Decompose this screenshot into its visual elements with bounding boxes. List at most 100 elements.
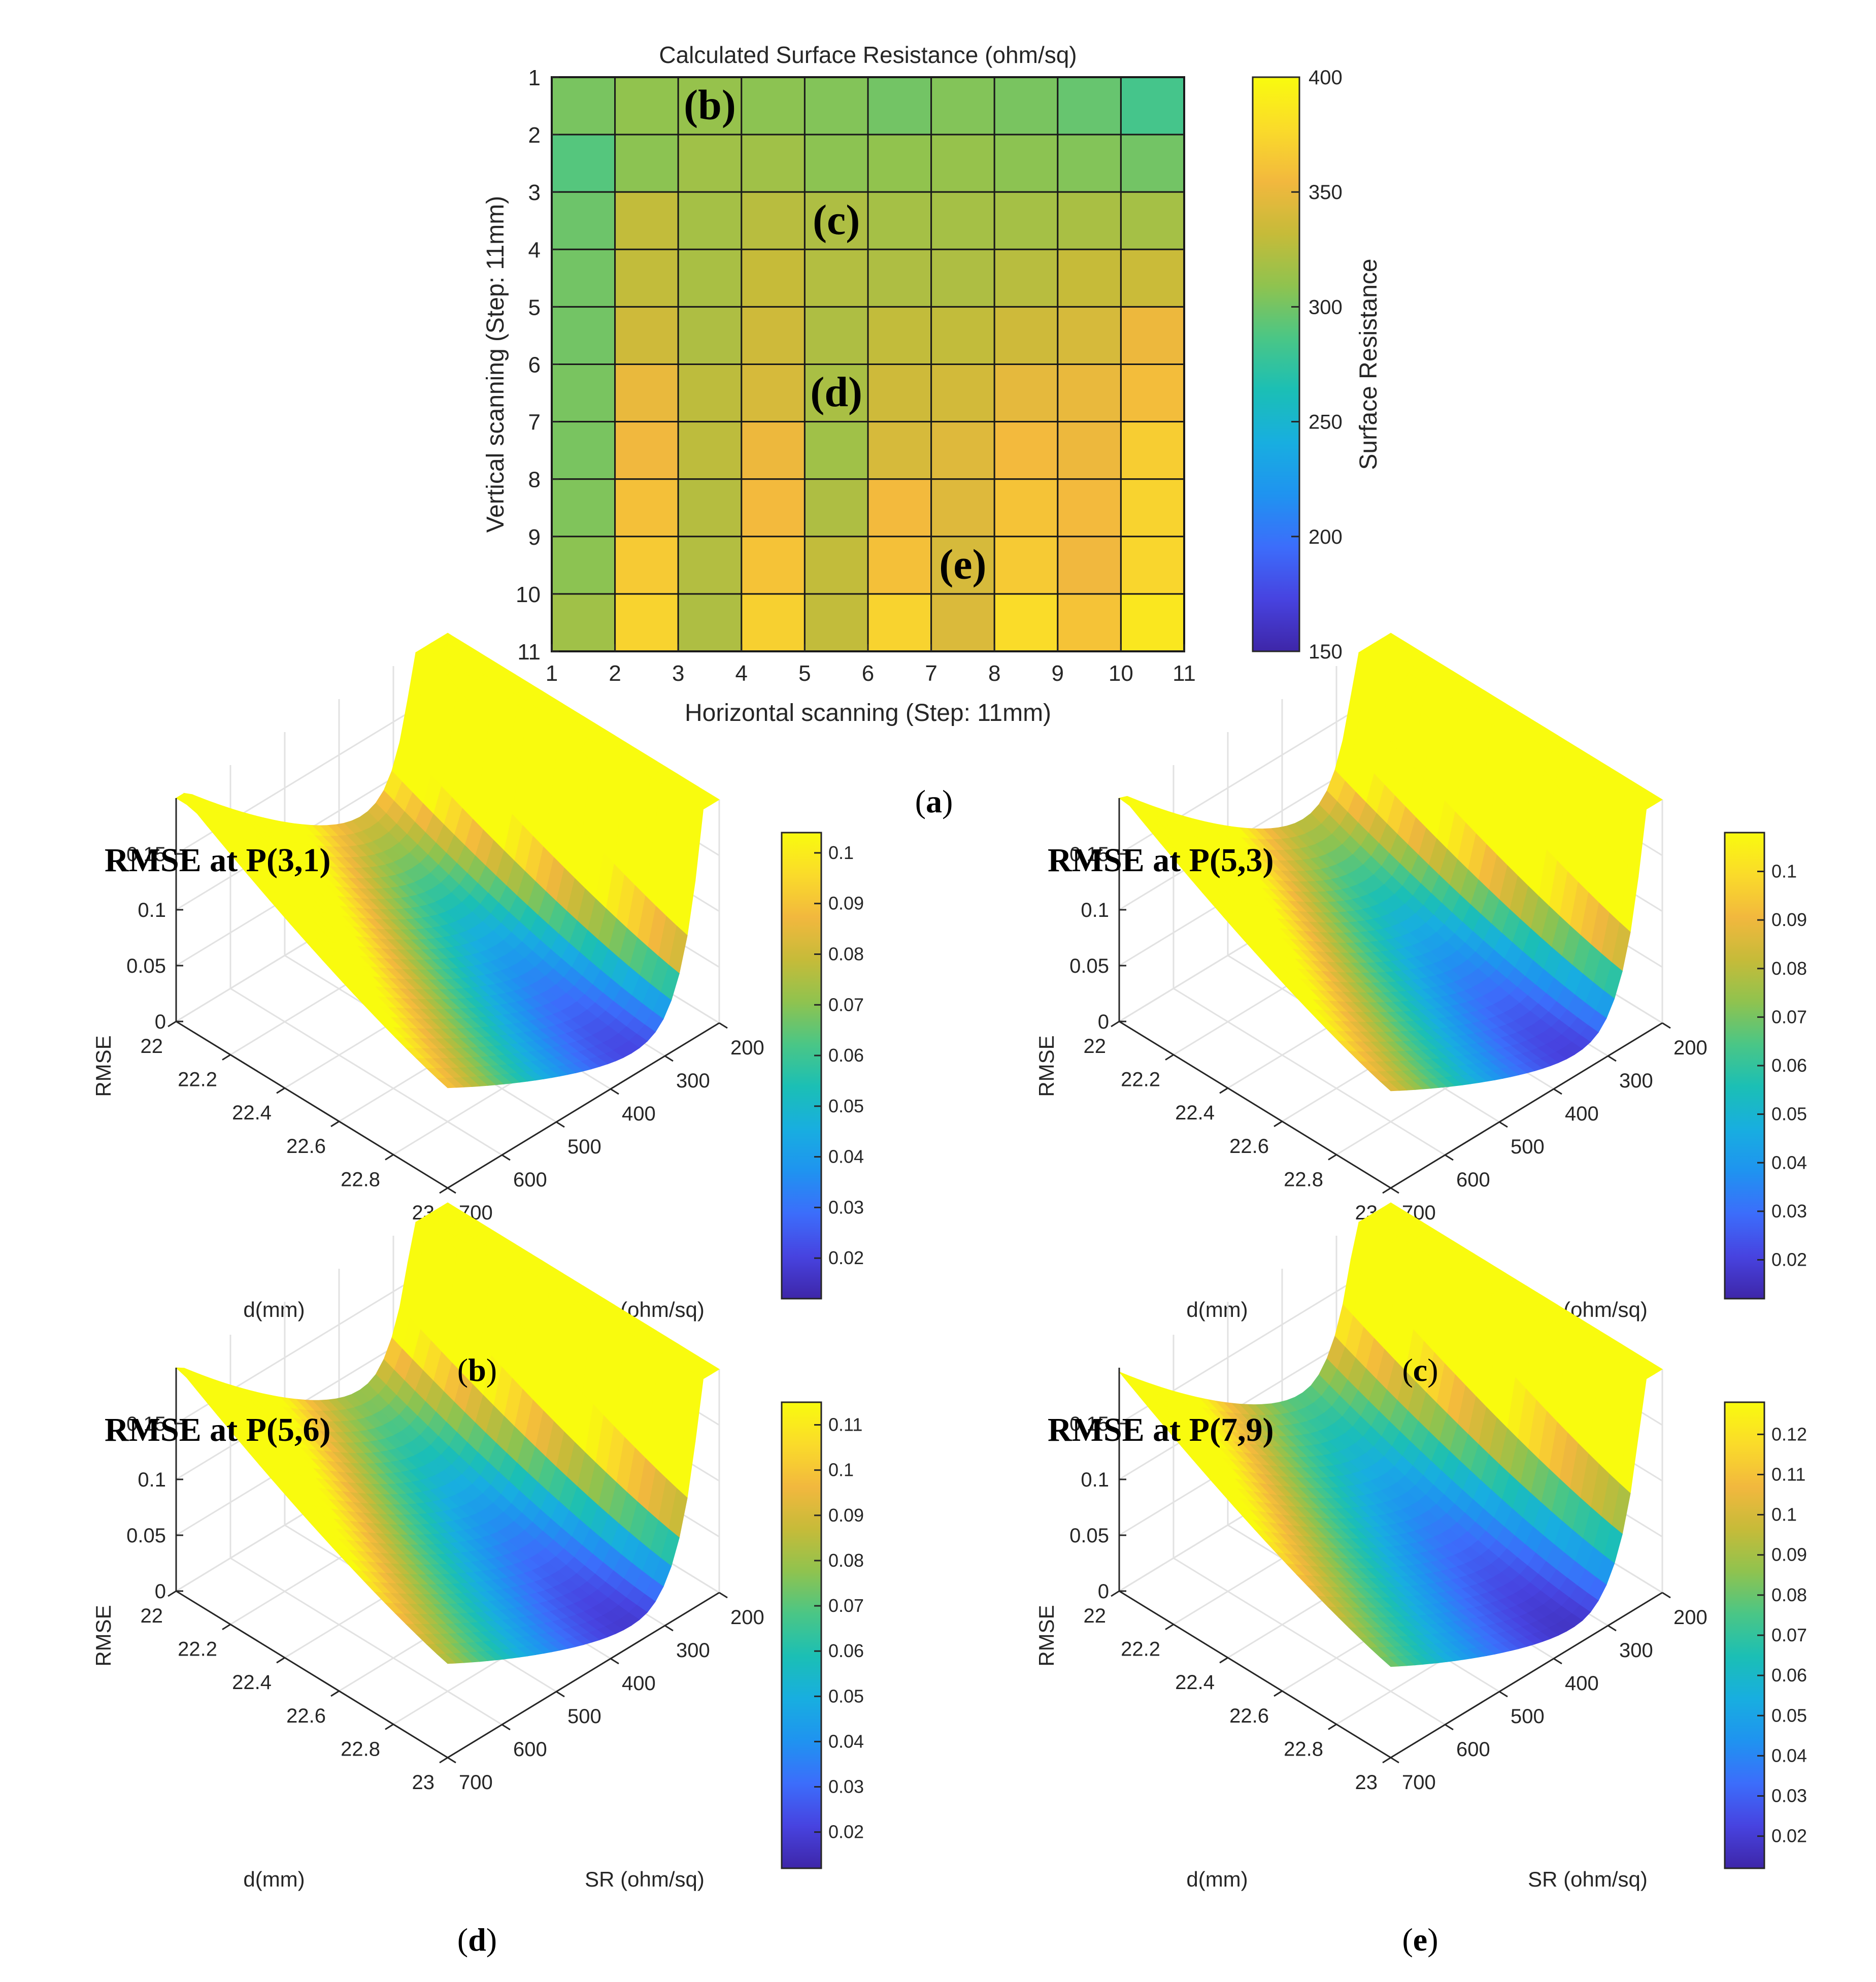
x-tick-label: 400 — [1565, 1103, 1599, 1125]
colorbar-tick-label: 0.11 — [1771, 1464, 1805, 1484]
panel-caption-c: (c) — [1402, 1352, 1438, 1388]
heatmap-cell — [677, 421, 743, 480]
colorbar-tick-label: 0.03 — [828, 1197, 864, 1217]
annotation-label: (e) — [939, 541, 986, 588]
caption-paren: ) — [1427, 1922, 1438, 1958]
x-tick-label: 600 — [1456, 1738, 1490, 1761]
y-tick-mark — [1165, 1624, 1174, 1630]
y-tick-label: 23 — [1355, 1771, 1378, 1794]
heatmap-cell — [551, 191, 616, 250]
heatmap-cell — [803, 536, 869, 595]
heatmap-cell — [1057, 134, 1122, 193]
y-tick-label: 6 — [528, 353, 541, 378]
x-tick-label: 600 — [1456, 1169, 1490, 1191]
x-tick-label: 600 — [513, 1169, 547, 1191]
x-tick-mark — [1553, 1658, 1562, 1665]
y-tick-mark — [385, 1724, 394, 1730]
x-tick-label: 4 — [735, 661, 748, 686]
y-tick-mark — [1382, 1757, 1391, 1764]
surface-patch — [1380, 1081, 1399, 1092]
colorbar-tick-label: 0.05 — [1771, 1705, 1807, 1726]
y-tick-mark — [1165, 1054, 1174, 1061]
heatmap-cell — [867, 248, 932, 308]
colorbar-tick-label: 0.04 — [828, 1731, 864, 1752]
heatmap-cell — [867, 134, 932, 193]
y-tick-mark — [276, 1087, 285, 1094]
heatmap-cell — [993, 76, 1059, 136]
x-tick-label: 300 — [1619, 1070, 1653, 1092]
colorbar-tick-label: 250 — [1309, 411, 1343, 434]
heatmap-cell — [741, 306, 806, 366]
y-tick-label: 22.2 — [178, 1638, 217, 1661]
z-tick-label: 0 — [1098, 1580, 1109, 1603]
heatmap-cell — [677, 536, 743, 595]
heatmap-cell — [930, 134, 995, 193]
colorbar-tick-label: 0.1 — [828, 1460, 854, 1480]
annotation-label: (c) — [813, 196, 860, 244]
heatmap-cell — [1120, 134, 1185, 193]
colorbar-tick-label: 0.1 — [828, 842, 854, 863]
y-axis-label: d(mm) — [243, 1298, 305, 1322]
heatmap-cell — [993, 364, 1059, 423]
heatmap-cell — [551, 76, 616, 136]
panel-caption-a: (a) — [915, 783, 953, 819]
colorbar-tick-label: 0.04 — [1771, 1745, 1807, 1766]
heatmap-cell — [993, 593, 1059, 652]
heatmap-cell — [614, 593, 679, 652]
colorbar-tick-label: 0.04 — [1771, 1152, 1807, 1173]
colorbar-tick-label: 0.06 — [828, 1640, 864, 1661]
y-axis-label: d(mm) — [1186, 1298, 1248, 1322]
x-tick-mark — [610, 1658, 619, 1665]
x-tick-label: 2 — [609, 661, 621, 686]
z-tick-label: 0.1 — [138, 1469, 166, 1491]
colorbar-tick-label: 300 — [1309, 296, 1343, 318]
z-axis-label: RMSE — [1034, 1605, 1058, 1666]
annotation-label: (b) — [684, 82, 736, 129]
caption-paren: ) — [486, 1352, 497, 1388]
heatmap-cell — [551, 478, 616, 538]
y-tick-mark — [222, 1624, 231, 1630]
colorbar-tick-label: 200 — [1309, 526, 1343, 548]
y-tick-label: 22 — [141, 1035, 163, 1058]
y-tick-mark — [168, 1590, 177, 1597]
x-tick-label: 200 — [730, 1037, 764, 1059]
z-tick-label: 0 — [155, 1580, 166, 1603]
heatmap-cell — [677, 191, 743, 250]
heatmap-cell — [993, 478, 1059, 538]
y-tick-label: 8 — [528, 468, 541, 492]
panel-c: 2003004005006007002222.222.422.622.82300… — [1034, 633, 1807, 1322]
x-tick-label: 10 — [1109, 661, 1133, 686]
colorbar-tick-label: 0.03 — [1771, 1786, 1807, 1806]
heatmap-cell — [993, 306, 1059, 366]
x-tick-mark — [1662, 1022, 1671, 1029]
y-tick-label: 22.2 — [178, 1069, 217, 1091]
y-tick-mark — [222, 1054, 231, 1061]
caption-paren: ) — [486, 1922, 497, 1958]
heatmap-cell — [551, 306, 616, 366]
z-tick-label: 0.05 — [1069, 1525, 1109, 1547]
y-tick-label: 10 — [516, 582, 541, 607]
z-axis-label: RMSE — [1034, 1035, 1058, 1097]
chart-title: RMSE at P(7,9) — [1048, 1411, 1274, 1448]
y-tick-label: 22 — [141, 1605, 163, 1627]
colorbar-tick-label: 0.07 — [828, 1595, 864, 1616]
heatmap-cell — [930, 248, 995, 308]
heatmap-cell — [614, 536, 679, 595]
colorbar-tick-label: 0.02 — [828, 1822, 864, 1842]
heatmap-cell — [867, 536, 932, 595]
y-tick-mark — [1111, 1020, 1120, 1028]
colorbar-tick-label: 0.05 — [828, 1096, 864, 1116]
y-axis-line — [176, 1020, 448, 1189]
x-tick-label: 600 — [513, 1738, 547, 1761]
z-tick-label: 0 — [1098, 1011, 1109, 1033]
colorbar-tick-label: 0.07 — [1771, 1006, 1807, 1027]
x-tick-label: 8 — [988, 661, 1000, 686]
heatmap-cell — [1120, 593, 1185, 652]
heatmap-cell — [551, 248, 616, 308]
y-tick-mark — [1328, 1154, 1337, 1161]
y-tick-label: 22 — [1084, 1035, 1107, 1058]
heatmap-cell — [867, 364, 932, 423]
heatmap-cell — [867, 421, 932, 480]
colorbar — [781, 832, 822, 1300]
